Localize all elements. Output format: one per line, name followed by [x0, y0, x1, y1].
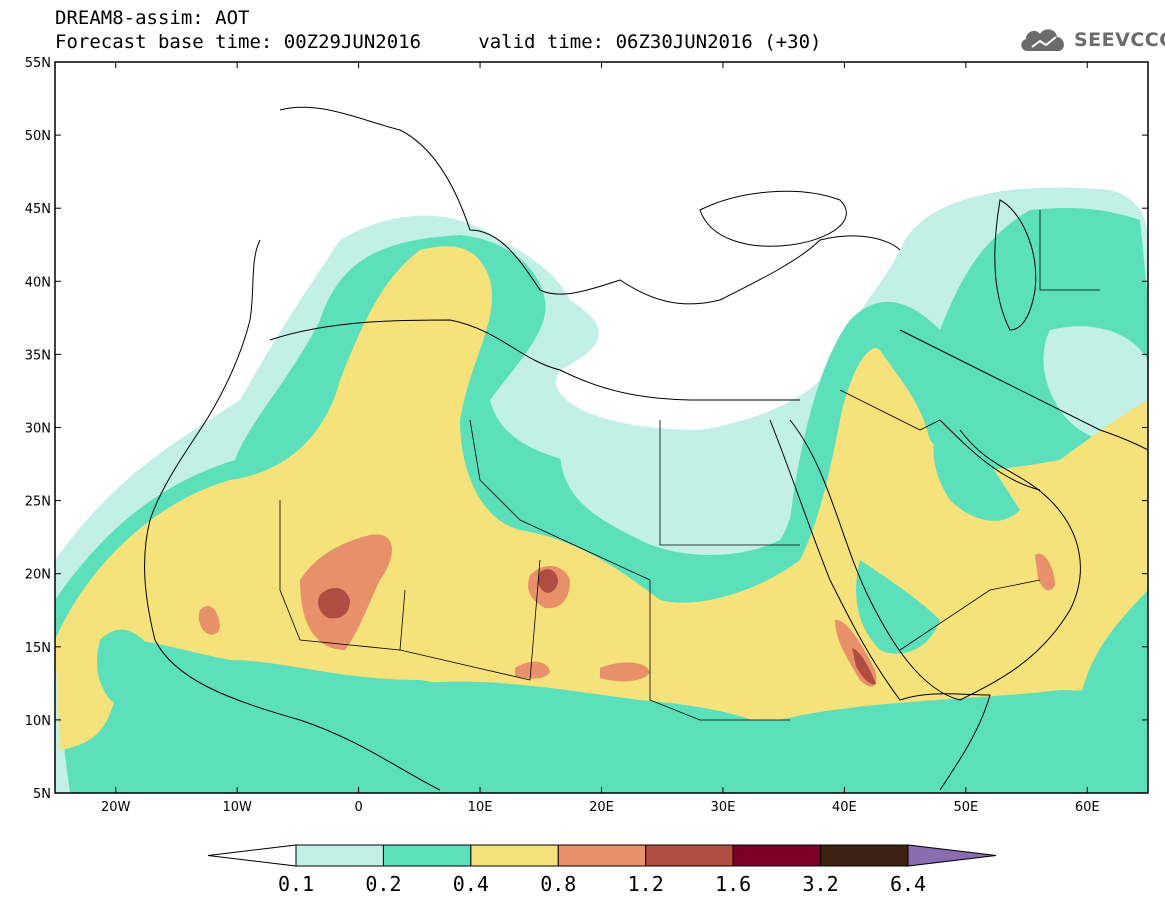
lon-tick-label: 40E: [832, 800, 857, 815]
aot-band-0.8-niger: [515, 661, 550, 679]
valid-time-label: valid time:: [478, 31, 605, 53]
colorbar-swatch: [732, 844, 822, 867]
borders: [279, 210, 1100, 721]
colorbar-label: 1.2: [628, 872, 664, 896]
colorbar-label: 0.1: [278, 872, 314, 896]
lat-tick-label: 25N: [25, 495, 51, 510]
cloud-logo-icon: [1021, 29, 1064, 51]
aot-band-0.8-mauritania: [198, 605, 220, 635]
coastline-red-sea-west: [769, 419, 901, 701]
lat-axis: 55N 50N 45N 40N 35N 30N 25N 20N 15N 10N 5N: [25, 56, 1148, 802]
coastline-europe: [279, 106, 901, 305]
aot-band-0.2-westafrica: [97, 629, 162, 708]
coastline-west-africa: [144, 239, 441, 791]
aot-band-0.1-libya: [560, 443, 791, 555]
aot-field: [55, 187, 1148, 793]
coastline-horn: [899, 693, 991, 791]
lat-tick-label: 55N: [25, 56, 51, 71]
aot-band-0.2-sahel: [380, 681, 790, 774]
colorbar-swatch: [295, 844, 384, 867]
aot-band-1.2-eritrea: [852, 648, 876, 685]
coastline-north-africa: [269, 319, 800, 401]
border-niger-chad: [399, 559, 541, 681]
lat-tick-label: 50N: [25, 129, 51, 144]
border-algeria-libya: [469, 419, 651, 581]
colorbar-low-arrow: [207, 844, 297, 867]
colorbar-label: 3.2: [803, 872, 839, 896]
lat-tick-label: 30N: [25, 422, 51, 437]
coastlines: [144, 106, 1148, 791]
lon-tick-label: 50E: [953, 800, 978, 815]
lat-tick-label: 40N: [25, 275, 51, 290]
base-time-value: 00Z29JUN2016: [283, 31, 422, 53]
aot-band-0.8-oman: [1035, 553, 1055, 591]
colorbar-swatch: [645, 844, 734, 867]
lon-tick-label: 30E: [711, 800, 736, 815]
border-sudan: [649, 580, 790, 721]
colorbar-label: 0.8: [540, 872, 576, 896]
border-kazakh: [1039, 210, 1100, 291]
border-mauritania: [279, 500, 406, 651]
lon-axis: 20W 10W 0 10E 20E 30E 40E 50E 60E: [101, 62, 1100, 815]
coastline-black-sea: [699, 190, 847, 247]
colorbar-high-arrow: [907, 844, 997, 867]
brand-name: SEEVCCC: [1074, 29, 1165, 51]
lon-tick-label: 20W: [101, 800, 131, 815]
valid-time-value: 06Z30JUN2016 (+30): [615, 31, 822, 53]
aot-band-0.8-mali: [300, 534, 392, 650]
colorbar-label: 6.4: [890, 872, 926, 896]
lon-tick-label: 10W: [222, 800, 252, 815]
border-iraq: [839, 389, 941, 431]
border-saudi-yemen: [899, 579, 1041, 651]
lon-tick-label: 20E: [589, 800, 614, 815]
lat-tick-label: 35N: [25, 348, 51, 363]
base-time-label: Forecast base time:: [55, 31, 273, 53]
colorbar-label: 1.6: [715, 872, 751, 896]
lon-tick-label: 60E: [1075, 800, 1100, 815]
forecast-times: Forecast base time: 00Z29JUN2016 valid t…: [55, 32, 821, 52]
aot-band-1.2-mali: [318, 588, 350, 619]
lat-tick-label: 5N: [33, 787, 51, 802]
aot-band-0.2-arabia: [856, 560, 940, 654]
border-egypt: [659, 420, 800, 546]
lat-tick-label: 15N: [25, 641, 51, 656]
lon-tick-label: 10E: [468, 800, 493, 815]
lat-tick-label: 10N: [25, 714, 51, 729]
lat-tick-label: 20N: [25, 568, 51, 583]
aot-band-0.2-persian-gulf: [933, 420, 1020, 521]
lat-tick-label: 45N: [25, 202, 51, 217]
colorbar-swatch: [557, 844, 647, 867]
colorbar-swatch: [820, 844, 909, 867]
coastline-persian-gulf: [939, 419, 1041, 491]
map-title: DREAM8-assim: AOT: [55, 7, 250, 29]
colorbar-swatch: [382, 844, 472, 867]
aot-band-0.8-sudan: [600, 662, 650, 682]
aot-band-0.2-south: [760, 690, 1148, 793]
colorbar: 0.1 0.2 0.4 0.8 1.2 1.6 3.2 6.4: [207, 844, 997, 896]
coastline-iran: [899, 329, 1148, 451]
coastline-arabia: [789, 419, 1081, 701]
colorbar-swatch: [470, 844, 559, 867]
lon-tick-label: 0: [354, 800, 362, 815]
colorbar-label: 0.4: [453, 872, 489, 896]
colorbar-label: 0.2: [365, 872, 401, 896]
brand-logo: SEEVCCC: [1018, 25, 1165, 55]
coastline-caspian: [994, 199, 1037, 331]
aot-band-1.2-chad: [537, 569, 558, 593]
